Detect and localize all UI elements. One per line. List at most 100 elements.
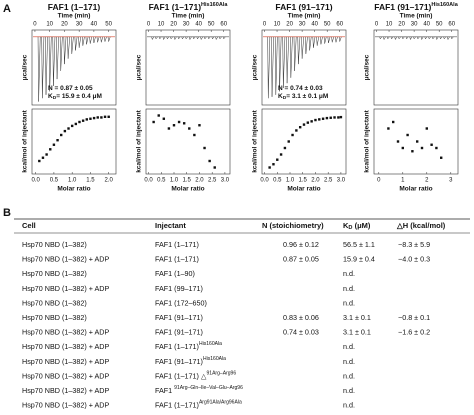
- injection-peak: [215, 36, 219, 41]
- injection-peak: [394, 36, 398, 41]
- injection-peak: [335, 36, 338, 43]
- table-cell: FAF1 91Arg–Gln–Ile–Val–Glu–Arg96: [155, 385, 243, 395]
- top-x-tick-label: 20: [170, 22, 177, 28]
- table-cell: Hsp70 NBD (1–382) + ADP: [22, 255, 109, 264]
- table-cell: FAF1 (1–171) △91Arg–Arg96: [155, 371, 236, 381]
- plot-frame: [261, 108, 347, 175]
- injection-peak: [435, 36, 439, 41]
- x-tick-label: 1.5: [299, 178, 308, 184]
- data-point: [279, 153, 283, 156]
- top-x-tick-label: 0: [33, 22, 37, 28]
- table-cell: Hsp70 NBD (1–382): [22, 269, 87, 278]
- table-cell: Hsp70 NBD (1–382) + ADP: [22, 386, 109, 395]
- injection-peak: [222, 36, 226, 40]
- data-point: [203, 146, 206, 150]
- annotation: N = 0.87 ± 0.05: [48, 85, 93, 92]
- data-point: [85, 118, 88, 121]
- top-y-label: μcal/sec: [364, 54, 371, 80]
- y-label: kcal/mol of injectant: [22, 109, 29, 172]
- table-cell-part: FAF1 (1–171): [155, 401, 199, 410]
- injection-peak: [89, 36, 93, 44]
- data-point: [435, 146, 438, 150]
- x-tick-label: 0: [377, 178, 381, 184]
- table-cell: 0.87 ± 0.05: [283, 255, 319, 264]
- table-cell: Hsp70 NBD (1–382) + ADP: [22, 371, 109, 380]
- x-tick-label: 1.5: [86, 178, 95, 184]
- table-cell-part: FAF1 (172–650): [155, 298, 207, 307]
- table-cell-part: FAF1 (91–171): [155, 328, 203, 337]
- table-cell: n.d.: [343, 269, 355, 278]
- data-point: [310, 120, 313, 123]
- table-cell: Hsp70 NBD (1–382) + ADP: [22, 328, 109, 337]
- injection-peak: [52, 36, 56, 86]
- column-header-part: (μM): [352, 221, 370, 230]
- table-cell-part: 15.9 ± 0.4: [343, 255, 375, 264]
- injection-peak: [207, 36, 211, 40]
- x-tick-label: 2.5: [208, 178, 217, 184]
- x-label: Molar ratio: [287, 186, 320, 193]
- data-point: [333, 116, 336, 119]
- column-header: △H (kcal/mol): [396, 221, 446, 230]
- table-cell-sup: 91Arg–Gln–Ile–Val–Glu–Arg96: [174, 385, 243, 391]
- table-cell: FAF1 (1–171)His160Ala: [155, 342, 222, 352]
- top-x-tick-label: 30: [411, 22, 418, 28]
- table-cell-part: Hsp70 NBD (1–382) + ADP: [22, 386, 109, 395]
- injection-peak: [316, 36, 320, 46]
- table-cell: n.d.: [343, 284, 355, 293]
- data-point: [45, 153, 48, 156]
- annotation-sub: D: [53, 95, 57, 101]
- injection-peak: [100, 36, 104, 43]
- x-tick-label: 2.5: [324, 178, 333, 184]
- injection-peak: [48, 36, 52, 92]
- table-cell: 0.96 ± 0.12: [283, 240, 319, 249]
- data-point: [401, 146, 404, 150]
- injection-peak: [308, 36, 312, 51]
- table-cell: 0.74 ± 0.03: [283, 328, 319, 337]
- table-cell-sup: His160Ala: [199, 342, 222, 348]
- x-tick-label: 2: [425, 178, 429, 184]
- data-point: [52, 143, 56, 146]
- table-cell-part: n.d.: [343, 342, 355, 351]
- injection-peak: [301, 36, 304, 59]
- top-x-tick-label: 50: [105, 22, 112, 28]
- injection-peak: [390, 36, 394, 40]
- y-label: kcal/mol of injectant: [136, 109, 143, 172]
- data-point: [416, 140, 419, 143]
- table-cell-part: FAF1 (1–171) △: [155, 371, 207, 380]
- injection-peak: [177, 36, 181, 40]
- injection-peak: [428, 36, 431, 40]
- injection-peak: [312, 36, 316, 48]
- data-point: [392, 120, 395, 124]
- annotation-part: N = 0.74 ± 0.03: [278, 85, 323, 92]
- column-header-part: K: [343, 221, 349, 230]
- chart-title-part: FAF1 (91–171): [374, 2, 431, 12]
- x-tick-label: 3.0: [221, 178, 230, 184]
- injection-peak: [439, 36, 443, 40]
- table-cell-part: −0.8 ± 0.1: [398, 313, 430, 322]
- injection-peak: [386, 36, 390, 40]
- chart-title-sup: His160Ala: [201, 2, 228, 8]
- injection-peak: [293, 36, 297, 71]
- table-cell-part: FAF1 (91–171): [155, 313, 203, 322]
- table-cell: n.d.: [343, 342, 355, 351]
- table-cell: n.d.: [343, 401, 355, 410]
- injection-peak: [96, 36, 100, 43]
- data-point: [92, 116, 96, 120]
- injection-peak: [59, 36, 63, 71]
- data-point: [396, 140, 400, 143]
- x-tick-label: 1: [401, 178, 405, 184]
- data-point: [440, 156, 443, 159]
- data-point: [208, 159, 211, 163]
- table-cell: FAF1 (1–171): [155, 255, 199, 264]
- table-cell: 0.83 ± 0.06: [283, 313, 319, 322]
- table-cell: −8.3 ± 5.9: [398, 240, 430, 249]
- injection-peak: [450, 36, 454, 40]
- plot-frame: [373, 29, 459, 106]
- injection-peak: [204, 36, 207, 40]
- x-tick-label: 1.0: [68, 178, 77, 184]
- data-point: [89, 117, 92, 120]
- data-point: [152, 120, 155, 124]
- table-cell-part: 0.87 ± 0.05: [283, 255, 319, 264]
- annotation-part: = 3.1 ± 0.1 μM: [286, 93, 328, 100]
- injection-peak: [401, 36, 405, 40]
